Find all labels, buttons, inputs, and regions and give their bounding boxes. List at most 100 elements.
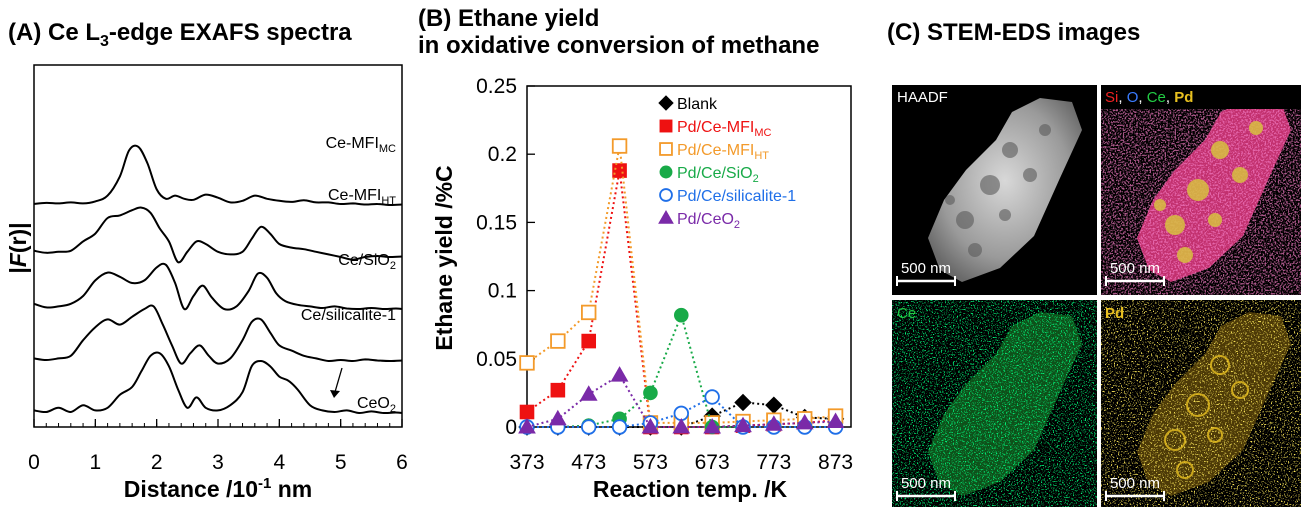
yield-point <box>764 415 783 431</box>
yield-point <box>579 385 598 401</box>
exafs-chart: Ce-MFIMC Ce-MFIHT Ce/SiO2 Ce/silicalite-1 Ce… <box>5 64 408 502</box>
yield-series <box>518 138 845 436</box>
exafs-curve-3 <box>33 304 403 365</box>
yield-point <box>581 419 597 435</box>
yield-legend: Blank Pd/Ce-MFIMC Pd/Ce-MFIHT Pd/Ce/SiO2 Pd/… <box>658 95 796 231</box>
exafs-curve-label-0: Ce-MFIMC <box>326 135 396 155</box>
yield-point <box>734 393 752 412</box>
exafs-plot-frame <box>33 64 403 428</box>
exafs-x-tick-label: 5 <box>335 451 347 474</box>
yield-x-tick-label: 373 <box>509 451 544 474</box>
yield-series-5 <box>518 366 845 434</box>
ce-map-image: Ce 500 nm <box>892 300 1097 507</box>
ethane-yield-chart: 0 0.05 0.1 0.15 0.2 0.25 373 473 573 673 773 873 B… <box>431 75 853 502</box>
yield-legend-marker <box>658 209 674 224</box>
haadf-tag: HAADF <box>897 89 948 106</box>
yield-x-axis-label: Reaction temp. /K <box>593 476 788 502</box>
exafs-x-tick-label: 3 <box>212 451 224 474</box>
ce-scale-label: 500 nm <box>901 475 951 492</box>
yield-x-tick-label: 873 <box>818 451 853 474</box>
panel-c-title: (C) STEM-EDS images <box>887 19 1140 46</box>
yield-point <box>518 417 536 434</box>
yield-legend-marker <box>659 188 673 202</box>
overlay-scale-label: 500 nm <box>1110 260 1160 277</box>
yield-x-tick-label: 573 <box>633 451 668 474</box>
yield-point <box>548 409 567 426</box>
yield-point <box>611 419 628 435</box>
yield-y-tick-label: 0 <box>505 416 517 439</box>
yield-y-tick-label: 0.05 <box>476 348 517 371</box>
yield-legend-marker <box>659 142 673 156</box>
yield-legend-marker <box>659 119 673 133</box>
yield-legend-label-3: Pd/Ce/SiO2 <box>677 165 759 185</box>
exafs-x-tick-label: 6 <box>396 451 408 474</box>
stem-eds-images: HAADF 500 nm Si, O, Ce, Pd 500 nm <box>892 85 1301 507</box>
panel-a-title: (A) Ce L3-edge EXAFS spectra <box>8 19 352 50</box>
exafs-curves <box>33 144 403 415</box>
yield-point <box>704 389 720 405</box>
yield-point <box>673 307 689 323</box>
exafs-curve-label-4: CeO2 <box>357 395 396 415</box>
yield-point <box>550 382 566 398</box>
yield-point <box>765 396 783 414</box>
yield-point <box>519 404 535 420</box>
yield-x-tick-label: 473 <box>571 451 606 474</box>
exafs-curve-label-3: Ce/silicalite-1 <box>301 307 396 324</box>
yield-plot-frame <box>526 85 852 428</box>
yield-legend-label-5: Pd/CeO2 <box>677 211 740 231</box>
yield-x-tick-label: 773 <box>756 451 791 474</box>
yield-y-tick-label: 0.2 <box>488 143 517 166</box>
yield-point <box>519 355 535 371</box>
yield-y-tick-label: 0.25 <box>476 75 517 98</box>
yield-legend-label-4: Pd/Ce/silicalite-1 <box>677 188 796 205</box>
yield-point <box>795 413 814 430</box>
panel-b-title-line1: (B) Ethane yield <box>418 5 599 32</box>
haadf-image: HAADF 500 nm <box>892 85 1097 295</box>
ce-tag: Ce <box>897 305 916 322</box>
yield-y-ticks: 0 0.05 0.1 0.15 0.2 0.25 <box>476 75 535 439</box>
yield-point <box>826 412 845 429</box>
pd-tag: Pd <box>1105 305 1124 322</box>
exafs-x-axis-label: Distance /10-1 nm <box>124 475 312 502</box>
overlay-tag: Si, O, Ce, Pd <box>1105 89 1193 106</box>
exafs-x-tick-label: 4 <box>273 451 285 474</box>
yield-point <box>550 333 566 349</box>
yield-point <box>611 138 628 154</box>
annotation-arrow-head <box>330 390 340 398</box>
exafs-y-axis-label: |F(r)| <box>5 222 31 273</box>
yield-point <box>734 416 752 433</box>
yield-legend-label-2: Pd/Ce-MFIHT <box>677 142 769 162</box>
yield-series-line-5 <box>526 373 836 428</box>
yield-point <box>612 163 627 178</box>
yield-x-tick-label: 673 <box>695 451 730 474</box>
yield-y-axis-label: Ethane yield /%C <box>431 165 457 350</box>
yield-y-tick-label: 0.15 <box>476 211 517 234</box>
yield-point <box>581 304 597 321</box>
yield-point <box>610 366 629 382</box>
yield-x-ticks: 373 473 573 673 773 873 <box>509 419 853 474</box>
exafs-curve-0 <box>33 144 403 207</box>
exafs-curve-4 <box>33 351 403 415</box>
yield-legend-label-1: Pd/Ce-MFIMC <box>677 119 772 139</box>
yield-point <box>641 417 660 434</box>
panel-b-title-line2: in oxidative conversion of methane <box>418 32 819 59</box>
yield-y-tick-label: 0.1 <box>488 280 517 303</box>
yield-point <box>581 333 597 349</box>
pd-map-image: Pd 500 nm <box>1101 300 1301 507</box>
yield-legend-marker <box>658 95 674 111</box>
exafs-x-tick-label: 2 <box>151 451 163 474</box>
exafs-curve-labels: Ce-MFIMC Ce-MFIHT Ce/SiO2 Ce/silicalite-1 Ce… <box>301 135 396 415</box>
exafs-curve-2 <box>33 262 403 311</box>
eds-overlay-image: Si, O, Ce, Pd 500 nm <box>1101 85 1301 295</box>
yield-series-line-1 <box>526 170 836 428</box>
yield-legend-marker <box>659 165 673 179</box>
exafs-curve-label-1: Ce-MFIHT <box>328 187 396 207</box>
pd-scale-label: 500 nm <box>1110 475 1160 492</box>
scale-bar-label: 500 nm <box>901 260 951 277</box>
yield-legend-label-0: Blank <box>677 96 718 113</box>
exafs-x-tick-label: 0 <box>28 451 40 474</box>
yield-point <box>672 417 691 434</box>
exafs-x-ticks: 0 1 2 3 4 5 6 <box>28 419 408 474</box>
yield-point <box>703 417 722 434</box>
